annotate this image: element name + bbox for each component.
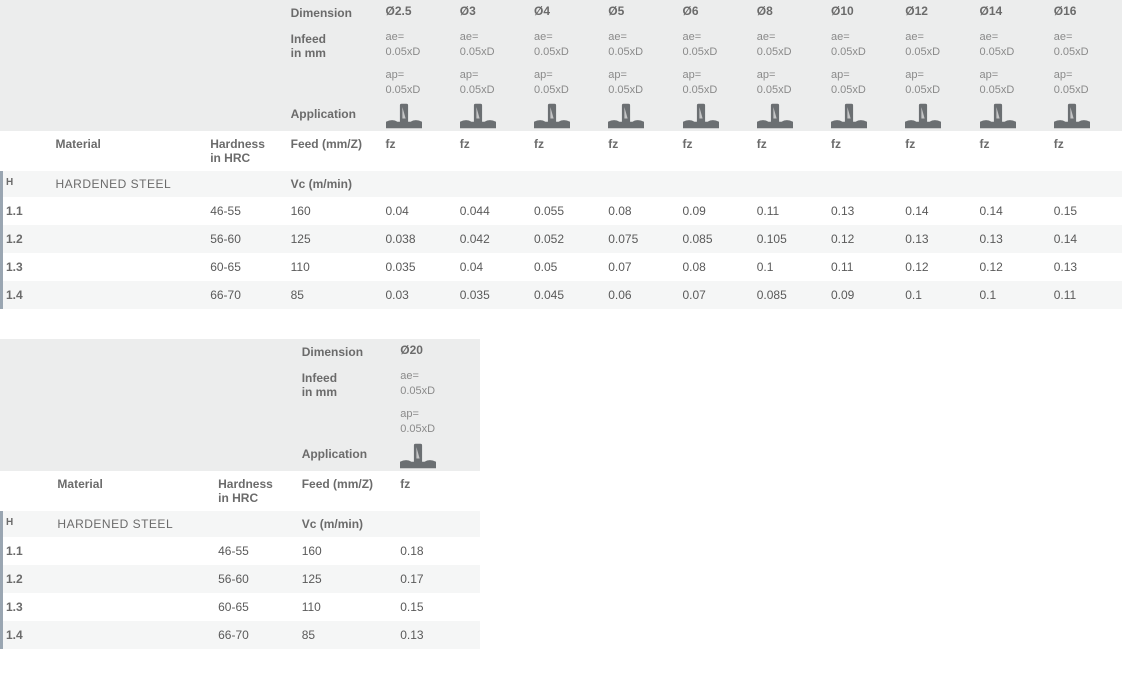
category-code: H — [0, 511, 51, 537]
milling-icon — [460, 103, 496, 129]
milling-icon — [400, 443, 436, 469]
table-row: 1.3 60-65 110 0.15 — [0, 593, 480, 621]
dim-col-2: Ø4 — [528, 0, 602, 26]
milling-icon — [905, 103, 941, 129]
label-hardness: Hardness in HRC — [204, 131, 284, 171]
milling-icon — [1054, 103, 1090, 129]
category-code: H — [0, 171, 50, 197]
header-dimension-row: Dimension Ø2.5 Ø3 Ø4 Ø5 Ø6 Ø8 Ø10 Ø12 Ø1… — [0, 0, 1122, 26]
ap-3: ap= 0.05xD — [602, 64, 676, 102]
milling-icon — [757, 103, 793, 129]
label-application: Application — [296, 441, 395, 471]
label-hardness: Hardness in HRC — [212, 471, 296, 511]
header-infeed-ap-row: ap= 0.05xD — [0, 403, 480, 441]
fz-9: fz — [1048, 131, 1122, 171]
header-infeed-ae-row: Infeed in mm ae= 0.05xD ae= 0.05xD ae= 0… — [0, 26, 1122, 64]
ae-9: ae= 0.05xD — [1048, 26, 1122, 64]
ap-5: ap= 0.05xD — [751, 64, 825, 102]
fz-3: fz — [602, 131, 676, 171]
material-name: HARDENED STEEL — [50, 171, 205, 197]
ap-9: ap= 0.05xD — [1048, 64, 1122, 102]
ap-1: ap= 0.05xD — [454, 64, 528, 102]
dim-col-5: Ø8 — [751, 0, 825, 26]
dim-col-8: Ø14 — [974, 0, 1048, 26]
ae-0: ae= 0.05xD — [380, 26, 454, 64]
material-name: HARDENED STEEL — [51, 511, 212, 537]
material-category-row: H HARDENED STEEL Vc (m/min) — [0, 511, 480, 537]
milling-icon — [386, 103, 422, 129]
label-dimension: Dimension — [285, 0, 380, 26]
ae-1: ae= 0.05xD — [454, 26, 528, 64]
ae-8: ae= 0.05xD — [974, 26, 1048, 64]
fz-4: fz — [677, 131, 751, 171]
ap-6: ap= 0.05xD — [825, 64, 899, 102]
cutting-data-table-2: Dimension Ø20 Infeed in mm ae= 0.05xD ap… — [0, 339, 480, 648]
material-category-row: H HARDENED STEEL Vc (m/min) — [0, 171, 1122, 197]
ae-6: ae= 0.05xD — [825, 26, 899, 64]
milling-icon — [608, 103, 644, 129]
label-application: Application — [285, 101, 380, 131]
fz-5: fz — [751, 131, 825, 171]
column-headers-row: Material Hardness in HRC Feed (mm/Z) fz — [0, 471, 480, 511]
fz-8: fz — [974, 131, 1048, 171]
column-headers-row: Material Hardness in HRC Feed (mm/Z) fz … — [0, 131, 1122, 171]
ap-0: ap= 0.05xD — [394, 403, 480, 441]
milling-icon — [534, 103, 570, 129]
dim-col-7: Ø12 — [899, 0, 973, 26]
table-row: 1.2 56-60 125 0.0380.0420.0520.0750.0850… — [0, 225, 1122, 253]
dim-col-9: Ø16 — [1048, 0, 1122, 26]
fz-6: fz — [825, 131, 899, 171]
label-material: Material — [50, 131, 205, 171]
fz-7: fz — [899, 131, 973, 171]
ap-4: ap= 0.05xD — [677, 64, 751, 102]
milling-icon — [980, 103, 1016, 129]
dim-col-6: Ø10 — [825, 0, 899, 26]
ap-0: ap= 0.05xD — [380, 64, 454, 102]
dim-col-1: Ø3 — [454, 0, 528, 26]
header-application-row: Application — [0, 101, 1122, 131]
ae-4: ae= 0.05xD — [677, 26, 751, 64]
fz-2: fz — [528, 131, 602, 171]
ae-0: ae= 0.05xD — [394, 365, 480, 403]
fz-0: fz — [394, 471, 480, 511]
table-row: 1.2 56-60 125 0.17 — [0, 565, 480, 593]
header-infeed-ae-row: Infeed in mm ae= 0.05xD — [0, 365, 480, 403]
label-feed: Feed (mm/Z) — [296, 471, 395, 511]
table-row: 1.1 46-55 160 0.18 — [0, 537, 480, 565]
table-row: 1.3 60-65 110 0.0350.040.050.070.080.10.… — [0, 253, 1122, 281]
header-application-row: Application — [0, 441, 480, 471]
ae-7: ae= 0.05xD — [899, 26, 973, 64]
ap-8: ap= 0.05xD — [974, 64, 1048, 102]
ae-3: ae= 0.05xD — [602, 26, 676, 64]
header-dimension-row: Dimension Ø20 — [0, 339, 480, 365]
header-infeed-ap-row: ap= 0.05xD ap= 0.05xD ap= 0.05xD ap= 0.0… — [0, 64, 1122, 102]
dim-col-3: Ø5 — [602, 0, 676, 26]
label-vc: Vc (m/min) — [296, 511, 395, 537]
cutting-data-table-1: Dimension Ø2.5 Ø3 Ø4 Ø5 Ø6 Ø8 Ø10 Ø12 Ø1… — [0, 0, 1122, 309]
label-infeed: Infeed in mm — [296, 365, 395, 440]
ae-2: ae= 0.05xD — [528, 26, 602, 64]
dim-col-0: Ø2.5 — [380, 0, 454, 26]
fz-0: fz — [380, 131, 454, 171]
dim-col-0: Ø20 — [394, 339, 480, 365]
dim-col-4: Ø6 — [677, 0, 751, 26]
label-dimension: Dimension — [296, 339, 395, 365]
label-material: Material — [51, 471, 212, 511]
milling-icon — [831, 103, 867, 129]
table-row: 1.4 66-70 85 0.030.0350.0450.060.070.085… — [0, 281, 1122, 309]
table-row: 1.1 46-55 160 0.040.0440.0550.080.090.11… — [0, 197, 1122, 225]
label-infeed: Infeed in mm — [285, 26, 380, 101]
table-row: 1.4 66-70 85 0.13 — [0, 621, 480, 649]
label-vc: Vc (m/min) — [285, 171, 380, 197]
label-feed: Feed (mm/Z) — [285, 131, 380, 171]
milling-icon — [683, 103, 719, 129]
fz-1: fz — [454, 131, 528, 171]
ap-2: ap= 0.05xD — [528, 64, 602, 102]
ae-5: ae= 0.05xD — [751, 26, 825, 64]
ap-7: ap= 0.05xD — [899, 64, 973, 102]
